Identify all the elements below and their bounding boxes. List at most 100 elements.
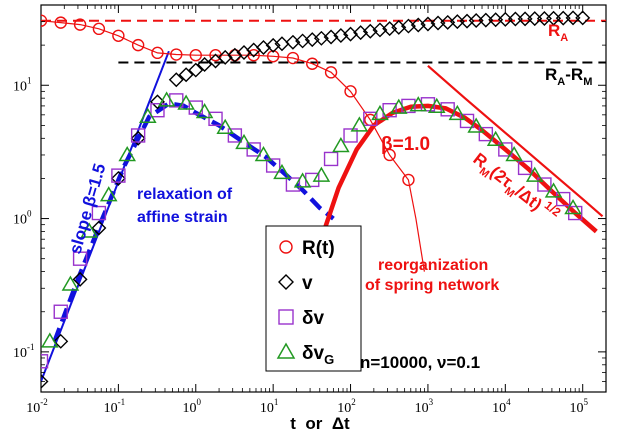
x-tick-label: 100	[183, 397, 202, 416]
data-point-triangle	[564, 199, 582, 215]
data-point-square	[556, 191, 571, 207]
data-point-triangle	[80, 222, 99, 238]
data-point-triangle	[195, 103, 214, 119]
data-point-diamond	[41, 373, 49, 389]
x-tick-label: 102	[337, 397, 356, 416]
data-point-square	[53, 304, 68, 319]
data-point-triangle	[99, 186, 118, 202]
r-t-curve	[41, 20, 425, 272]
data-point-triangle	[332, 137, 350, 153]
x-tick-label: 105	[569, 397, 588, 416]
data-point-diamond	[91, 220, 107, 236]
legend-label: R(t)	[302, 238, 335, 259]
legend-box	[265, 225, 362, 372]
data-point-circle	[170, 48, 183, 61]
y-tick-label: 10-1	[13, 342, 35, 361]
legend-marker-diamond	[278, 274, 294, 290]
data-point-square	[459, 113, 475, 129]
data-point-square	[537, 177, 552, 192]
data-point-square	[498, 142, 513, 157]
data-point-square	[265, 158, 281, 173]
data-point-diamond	[72, 271, 88, 287]
ref-label-ra: RA	[548, 21, 568, 44]
data-point-diamond	[527, 11, 543, 27]
reorganization-annotation-line2: of spring network	[365, 277, 499, 294]
ref-label-ra-rm: RA-RM	[545, 65, 592, 88]
x-tick-label: 101	[260, 397, 279, 416]
data-point-square	[227, 128, 243, 143]
data-point-triangle	[409, 96, 428, 112]
data-point-diamond	[178, 67, 194, 83]
data-point-square	[478, 126, 494, 142]
data-point-square	[130, 128, 146, 143]
data-point-square	[208, 111, 223, 127]
data-point-diamond	[227, 47, 243, 63]
data-point-triangle	[544, 182, 563, 198]
data-point-square	[41, 354, 49, 369]
legend-label: v	[302, 273, 313, 294]
y-tick-label: 101	[13, 75, 32, 94]
data-point-triangle	[157, 91, 176, 107]
data-point-diamond	[168, 72, 184, 88]
data-point-circle	[402, 173, 415, 187]
axes: 10-2 10-1 100 101 102 103 104 105 10-1 100 101	[13, 4, 607, 416]
data-point-square	[72, 251, 88, 266]
data-point-triangle	[371, 104, 389, 121]
data-point-triangle	[177, 94, 195, 110]
reference-lines	[41, 19, 606, 64]
legend: R(t) v δv δvG	[265, 225, 362, 372]
data-point-circle	[383, 148, 396, 162]
data-point-diamond	[130, 130, 146, 146]
legend-label: δvG	[302, 343, 334, 367]
data-point-triangle	[448, 104, 467, 121]
fit-line-red-thick-fit	[317, 103, 598, 245]
data-point-triangle	[61, 275, 80, 291]
plot-frame	[40, 4, 607, 393]
data-point-diamond	[110, 170, 126, 186]
data-point-circle	[112, 29, 125, 42]
data-point-triangle	[350, 116, 369, 132]
data-point-square	[111, 168, 126, 183]
series-4	[41, 91, 582, 348]
data-series	[41, 10, 591, 389]
data-point-circle	[73, 18, 87, 31]
data-point-diamond	[188, 62, 204, 78]
data-point-triangle	[505, 145, 523, 162]
data-point-triangle	[216, 118, 234, 135]
fit-line-red-thin-fit	[427, 64, 604, 218]
data-point-square	[285, 177, 301, 192]
data-point-square	[382, 102, 397, 118]
relaxation-annotation-line1: relaxation of	[137, 186, 233, 203]
beta-annotation: β=1.0	[381, 134, 430, 155]
x-tick-label: 103	[415, 397, 434, 416]
data-point-triangle	[273, 163, 291, 180]
data-point-square	[323, 151, 339, 167]
data-point-circle	[344, 85, 357, 98]
data-point-triangle	[254, 145, 273, 162]
y-tick-label: 100	[13, 209, 32, 228]
slope-annotation: slope β=1.5	[66, 161, 110, 256]
x-axis-label: t or Δt	[290, 414, 350, 433]
data-point-circle	[286, 51, 300, 65]
data-point-circle	[131, 38, 145, 52]
data-point-circle	[92, 22, 106, 36]
data-point-triangle	[467, 117, 485, 133]
data-point-diamond	[517, 11, 533, 27]
data-point-triangle	[118, 145, 137, 162]
x-tick-label: 10-1	[104, 397, 126, 416]
reorganization-annotation-line1: reorganization	[378, 257, 488, 274]
legend-label: δv	[302, 308, 325, 329]
data-point-square	[246, 142, 261, 157]
data-point-square	[150, 102, 165, 118]
relaxation-annotation-line2: affine strain	[137, 209, 228, 226]
data-point-triangle	[312, 166, 331, 182]
data-point-diamond	[53, 333, 69, 349]
data-point-square	[440, 102, 455, 117]
data-point-circle	[54, 16, 67, 29]
data-point-diamond	[265, 37, 281, 53]
legend-marker-square	[278, 309, 294, 325]
data-point-diamond	[565, 10, 581, 26]
data-point-triangle	[427, 97, 446, 113]
data-point-triangle	[41, 332, 59, 348]
